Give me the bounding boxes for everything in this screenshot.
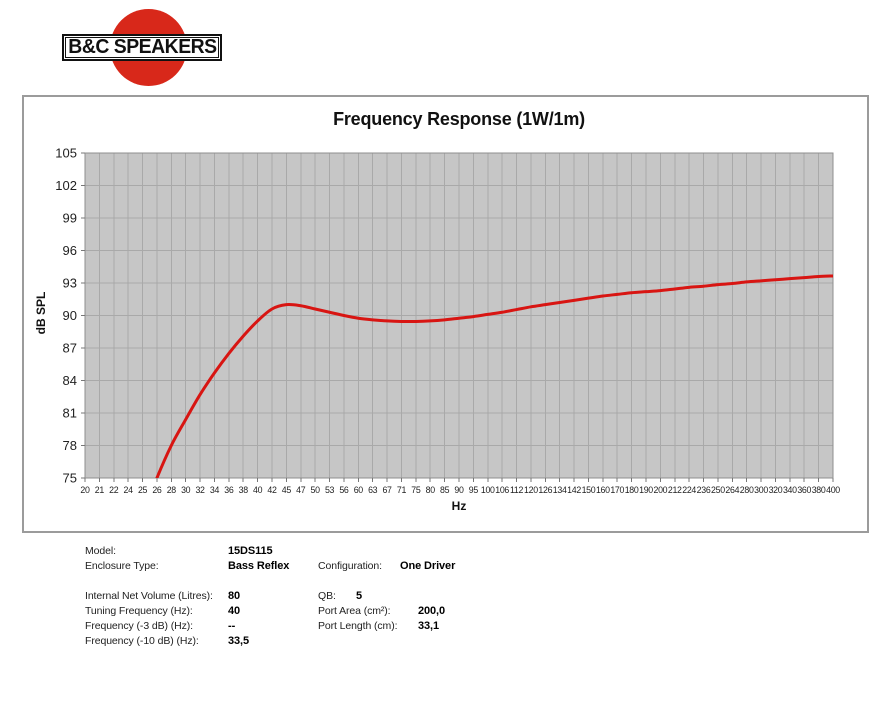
info-value: 40 — [228, 605, 241, 617]
x-tick-label: 85 — [440, 485, 450, 495]
x-tick-label: 75 — [411, 485, 421, 495]
x-axis-title: Hz — [451, 499, 467, 513]
x-tick-label: 21 — [95, 485, 105, 495]
chart-frame: Frequency Response (1W/1m) dB SPL 20 21 22… — [22, 95, 869, 533]
info-label: Configuration: — [318, 560, 382, 572]
logo-text-box: B&C SPEAKERS — [62, 34, 222, 61]
info-label: QB: — [318, 590, 336, 602]
y-tick-label: 93 — [63, 276, 77, 291]
x-tick-label: 340 — [783, 485, 797, 495]
y-tick-label: 99 — [63, 211, 77, 226]
x-tick-label: 190 — [639, 485, 653, 495]
x-tick-label: 26 — [152, 485, 162, 495]
info-value: -- — [228, 620, 236, 632]
y-tick-label: 90 — [63, 308, 77, 323]
x-tick-label: 400 — [826, 485, 840, 495]
x-tick-label: 224 — [682, 485, 696, 495]
x-tick-label: 36 — [224, 485, 234, 495]
info-value: 80 — [228, 590, 241, 602]
info-label: Frequency (-10 dB) (Hz): — [85, 635, 199, 647]
x-tick-label: 90 — [454, 485, 464, 495]
info-value: 33,5 — [228, 635, 250, 647]
x-tick-label: 380 — [812, 485, 826, 495]
x-tick-label: 106 — [495, 485, 509, 495]
x-tick-label: 60 — [354, 485, 364, 495]
info-label: Port Area (cm²): — [318, 605, 391, 617]
x-tick-label: 22 — [109, 485, 119, 495]
x-tick-label: 80 — [426, 485, 436, 495]
x-tick-label: 100 — [481, 485, 495, 495]
info-value: 5 — [356, 590, 363, 602]
y-tick-label: 75 — [63, 471, 77, 486]
x-tick-label: 236 — [697, 485, 711, 495]
x-tick-label: 53 — [325, 485, 335, 495]
info-value: One Driver — [400, 560, 456, 572]
y-tick-label: 87 — [63, 341, 77, 356]
x-tick-label: 320 — [769, 485, 783, 495]
y-tick-label: 105 — [55, 146, 77, 161]
x-tick-label: 45 — [282, 485, 292, 495]
info-value: 33,1 — [418, 620, 440, 632]
x-tick-label: 42 — [267, 485, 277, 495]
chart-title: Frequency Response (1W/1m) — [333, 109, 585, 129]
x-tick-label: 180 — [625, 485, 639, 495]
info-label: Port Length (cm): — [318, 620, 398, 632]
x-tick-label: 30 — [181, 485, 191, 495]
info-label: Internal Net Volume (Litres): — [85, 590, 213, 602]
info-value: 200,0 — [418, 605, 446, 617]
x-tick-label: 38 — [239, 485, 249, 495]
frequency-response-plot: 20 21 22 24 25 26 28 30 32 34 36 38 40 42 45 47 50 53 56 60… — [55, 146, 840, 496]
x-tick-label: 120 — [524, 485, 538, 495]
x-tick-label: 250 — [711, 485, 725, 495]
info-label: Model: — [85, 545, 116, 557]
x-tick-label: 160 — [596, 485, 610, 495]
x-tick-label: 32 — [195, 485, 205, 495]
info-value: 15DS115 — [228, 545, 273, 557]
x-tick-label: 56 — [339, 485, 349, 495]
x-tick-label: 264 — [725, 485, 739, 495]
x-tick-label: 71 — [397, 485, 407, 495]
x-tick-label: 134 — [553, 485, 567, 495]
x-tick-label: 212 — [668, 485, 682, 495]
x-tick-label: 142 — [567, 485, 581, 495]
response-curve — [155, 274, 833, 478]
x-tick-label: 95 — [469, 485, 479, 495]
x-tick-label: 63 — [368, 485, 378, 495]
x-tick-label: 200 — [653, 485, 667, 495]
x-tick-label: 24 — [124, 485, 134, 495]
y-tick-label: 78 — [63, 438, 77, 453]
y-tick-label: 96 — [63, 243, 77, 258]
x-tick-label: 300 — [754, 485, 768, 495]
x-tick-label: 25 — [138, 485, 148, 495]
x-tick-label: 28 — [167, 485, 177, 495]
x-tick-label: 280 — [740, 485, 754, 495]
x-tick-label: 67 — [382, 485, 392, 495]
x-tick-label: 47 — [296, 485, 306, 495]
info-label: Tuning Frequency (Hz): — [85, 605, 193, 617]
info-value: Bass Reflex — [228, 560, 290, 572]
x-tick-label: 20 — [80, 485, 90, 495]
x-tick-label: 50 — [311, 485, 321, 495]
x-tick-label: 34 — [210, 485, 220, 495]
x-tick-label: 126 — [538, 485, 552, 495]
y-tick-label: 102 — [55, 178, 77, 193]
bc-speakers-logo: B&C SPEAKERS — [60, 8, 240, 88]
logo-text: B&C SPEAKERS — [67, 36, 217, 58]
x-tick-label: 150 — [582, 485, 596, 495]
y-tick-label: 84 — [63, 373, 77, 388]
y-tick-label: 81 — [63, 406, 77, 421]
x-tick-label: 170 — [610, 485, 624, 495]
info-label: Frequency (-3 dB) (Hz): — [85, 620, 193, 632]
info-label: Enclosure Type: — [85, 560, 159, 572]
x-tick-label: 112 — [510, 485, 524, 495]
x-tick-label: 360 — [797, 485, 811, 495]
x-tick-label: 40 — [253, 485, 263, 495]
